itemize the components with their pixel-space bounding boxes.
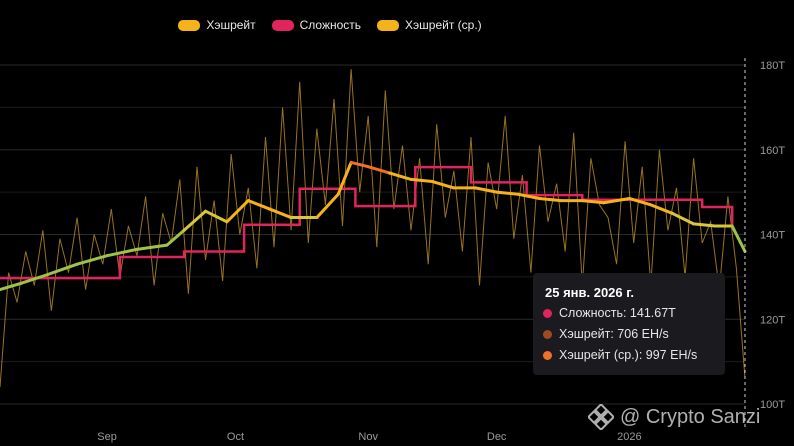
legend-label-hashrate-avg: Хэшрейт (ср.): [405, 18, 482, 32]
hashrate-avg-segment: [430, 180, 456, 190]
y-tick-label: 180T: [760, 60, 785, 72]
tooltip-text-difficulty: Сложность: 141.67T: [559, 306, 676, 320]
legend-item-hashrate[interactable]: Хэшрейт: [178, 18, 256, 32]
x-tick-label: 2026: [617, 431, 641, 443]
hashrate-avg-segment: [649, 203, 674, 215]
x-tick-label: Oct: [227, 431, 244, 443]
hashrate-avg-segment: [516, 192, 541, 200]
hashrate-avg-segment: [19, 273, 49, 285]
legend-swatch-difficulty: [271, 19, 294, 31]
hashrate-avg-segment: [537, 196, 563, 203]
hashrate-avg-segment: [135, 243, 169, 251]
hashrate-avg-segment: [75, 254, 109, 266]
x-tick-label: Sep: [97, 431, 117, 443]
hashrate-avg-segment: [388, 171, 413, 181]
tooltip-row-hashrate: Хэшрейт: 706 EH/s: [543, 327, 669, 341]
hashrate-avg-segment: [225, 199, 250, 224]
hashrate-avg-segment: [366, 165, 392, 175]
hashrate-avg-segment: [580, 199, 606, 205]
hashrate-avg-segment: [349, 160, 370, 169]
x-axis: Sep Oct Nov Dec 2026: [97, 431, 641, 443]
legend-label-difficulty: Сложность: [299, 18, 362, 32]
tooltip-date: 25 янв. 2026 г.: [545, 285, 634, 300]
legend-item-difficulty[interactable]: Сложность: [271, 18, 362, 32]
tooltip-dot-hashrate: [543, 329, 552, 339]
tooltip-text-hashrate: Хэшрейт: 706 EH/s: [559, 327, 669, 341]
legend-swatch-hashrate-avg: [377, 19, 400, 31]
hashrate-avg-series: [0, 160, 747, 292]
hashrate-avg-segment: [45, 262, 79, 277]
hashrate-avg-segment: [246, 199, 272, 211]
y-tick-label: 140T: [760, 230, 785, 242]
hashrate-avg-segment: [204, 209, 229, 224]
y-axis: 100T 120T 140T 160T 180T: [760, 60, 785, 411]
hashrate-avg-segment: [0, 281, 23, 292]
tooltip-text-hashrate-avg: Хэшрейт (ср.): 997 EH/s: [559, 348, 698, 362]
hashrate-avg-segment: [315, 192, 340, 220]
grid: [0, 64, 745, 405]
legend-swatch-hashrate: [178, 19, 201, 31]
difficulty-line: [0, 165, 734, 280]
difficulty-series: [0, 165, 734, 280]
diamond-logo-icon: [588, 404, 614, 430]
y-tick-label: 160T: [760, 145, 785, 157]
hashrate-avg-segment: [670, 211, 696, 226]
tooltip-row-hashrate-avg: Хэшрейт (ср.): 997 EH/s: [543, 348, 697, 362]
hashrate-avg-segment: [336, 160, 353, 196]
legend-label-hashrate: Хэшрейт: [206, 18, 256, 32]
hashrate-avg-segment: [268, 207, 293, 220]
hashrate-avg-segment: [627, 196, 653, 207]
hashrate-avg-segment: [182, 209, 208, 232]
tooltip-dot-difficulty: [543, 308, 552, 318]
hashrate-avg-segment: [730, 224, 747, 253]
hashrate-avg-segment: [495, 190, 520, 196]
legend-item-hashrate-avg[interactable]: Хэшрейт (ср.): [377, 18, 482, 32]
y-tick-label: 120T: [760, 314, 785, 326]
hashrate-avg-segment: [409, 177, 434, 184]
chart-tooltip: 25 янв. 2026 г. Сложность: 141.67T Хэшре…: [533, 273, 725, 375]
tooltip-dot-hashrate-avg: [543, 350, 552, 360]
y-tick-label: 100T: [760, 399, 785, 411]
x-tick-label: Nov: [358, 431, 378, 443]
tooltip-row-difficulty: Сложность: 141.67T: [543, 306, 676, 320]
watermark: @ Crypto Sanzi: [588, 404, 760, 430]
hashrate-avg-segment: [165, 228, 186, 247]
x-tick-label: Dec: [487, 431, 507, 443]
hashrate-avg-segment: [602, 196, 631, 205]
hashrate-avg-segment: [473, 186, 499, 194]
hashrate-avg-segment: [105, 247, 139, 258]
legend: Хэшрейт Сложность Хэшрейт (ср.): [0, 18, 660, 32]
watermark-text: @ Crypto Sanzi: [620, 405, 761, 428]
hashrate-avg-segment: [692, 222, 717, 228]
